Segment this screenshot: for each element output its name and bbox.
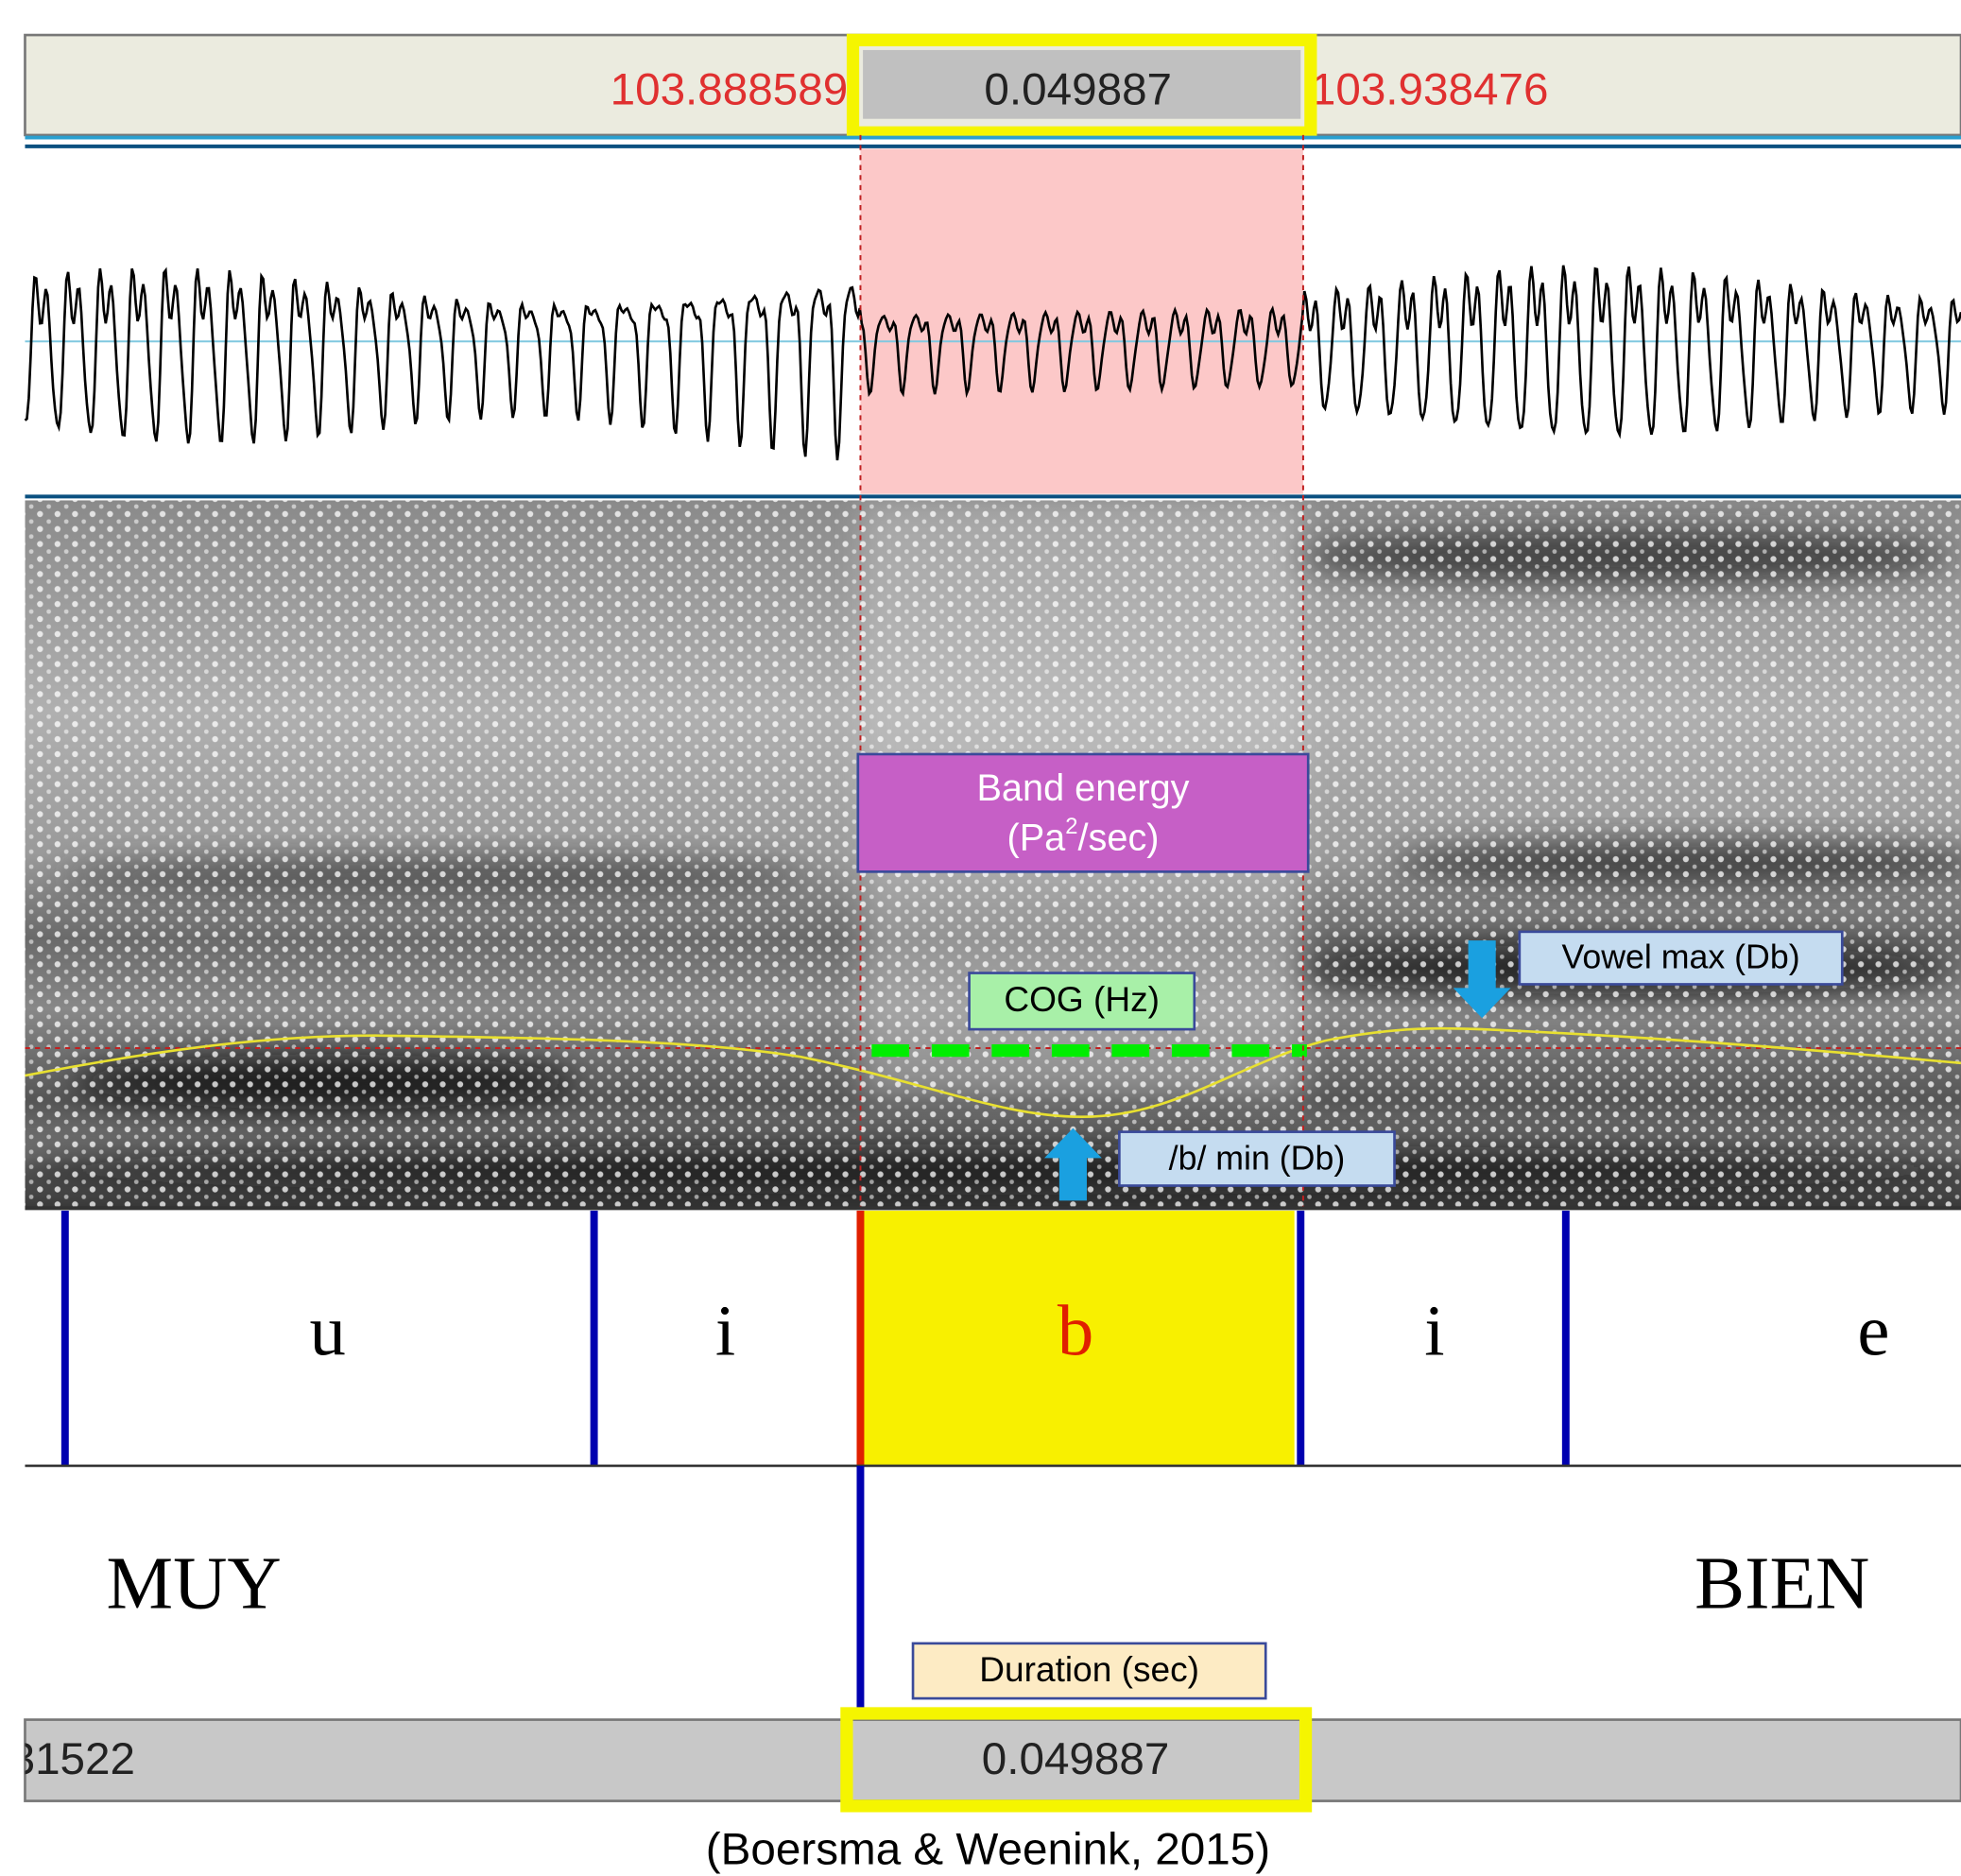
word-label: BIEN [1694,1541,1869,1625]
citation: (Boersma & Weenink, 2015) [706,1824,1270,1874]
selection-duration: 0.049887 [984,65,1172,115]
unit-prefix: (Pa [1006,818,1066,859]
phone-label: e [1857,1291,1889,1371]
unit-suffix: /sec) [1078,818,1160,859]
cog-label: COG (Hz) [1004,979,1160,1019]
vowel-max-label: Vowel max (Db) [1562,938,1800,975]
end-time: 103.938476 [1311,65,1549,115]
band-energy-label: Band energy [976,767,1189,809]
b-min-label: /b/ min (Db) [1169,1139,1346,1177]
start-time: 103.888589 [611,65,849,115]
band-energy-unit: (Pa2/sec) [1006,814,1159,858]
phone-label: u [310,1291,346,1371]
page: Praat selection html, body { margin: 0; … [0,0,1961,1876]
word-label: MUY [106,1541,281,1625]
body: { "top_bar": {"start_time": "103.888589"… [0,0,1961,1876]
phone-label: b [1058,1291,1093,1371]
praat-window: 103.888589 0.049887 103.938476 Band ener… [0,0,1961,1876]
phone-label: i [1424,1291,1444,1371]
bottom-selection-duration[interactable]: 0.049887 [982,1734,1170,1784]
left-time-clip: 31522 [10,1734,135,1784]
duration-label: Duration (sec) [979,1649,1199,1689]
phone-label: i [715,1291,735,1371]
unit-superscript: 2 [1065,814,1077,839]
left-time: 31522 [10,1734,135,1784]
